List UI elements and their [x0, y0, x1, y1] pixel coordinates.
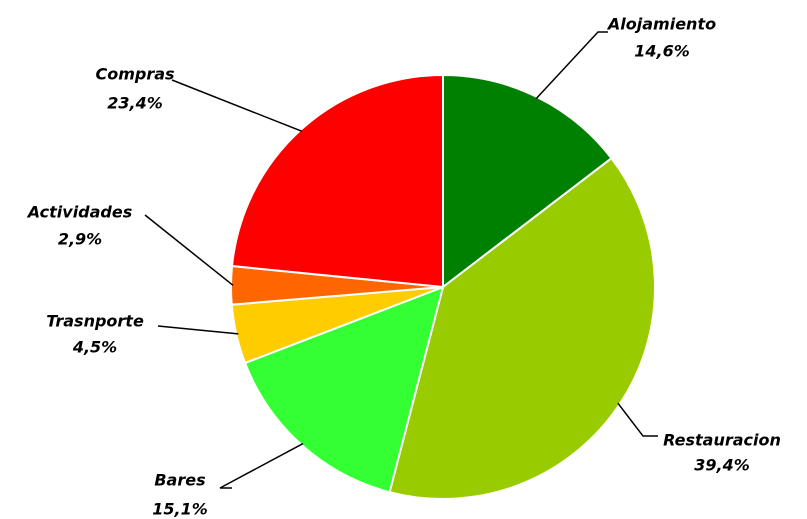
slice-value-label: 23,4%	[107, 94, 163, 113]
leader-line	[144, 214, 234, 286]
slice-value-label: 39,4%	[694, 456, 750, 475]
slice-value-label: 2,9%	[58, 230, 102, 249]
slice-label: Compras	[95, 65, 174, 84]
slice-label: Restauracion	[663, 431, 781, 450]
leader-line	[535, 31, 608, 100]
slice-label: Alojamiento	[606, 15, 716, 34]
slice-value-label: 15,1%	[152, 500, 208, 519]
slice-label: Actividades	[26, 203, 133, 222]
leader-line	[157, 325, 239, 335]
leader-line	[219, 442, 304, 489]
slice-value-label: 4,5%	[72, 338, 117, 357]
slice-label: Trasnporte	[46, 312, 144, 331]
leader-line	[617, 402, 658, 437]
leader-line	[171, 79, 303, 133]
pie-slice	[230, 73, 444, 289]
slice-label: Bares	[154, 471, 205, 490]
slice-value-label: 14,6%	[634, 42, 690, 61]
